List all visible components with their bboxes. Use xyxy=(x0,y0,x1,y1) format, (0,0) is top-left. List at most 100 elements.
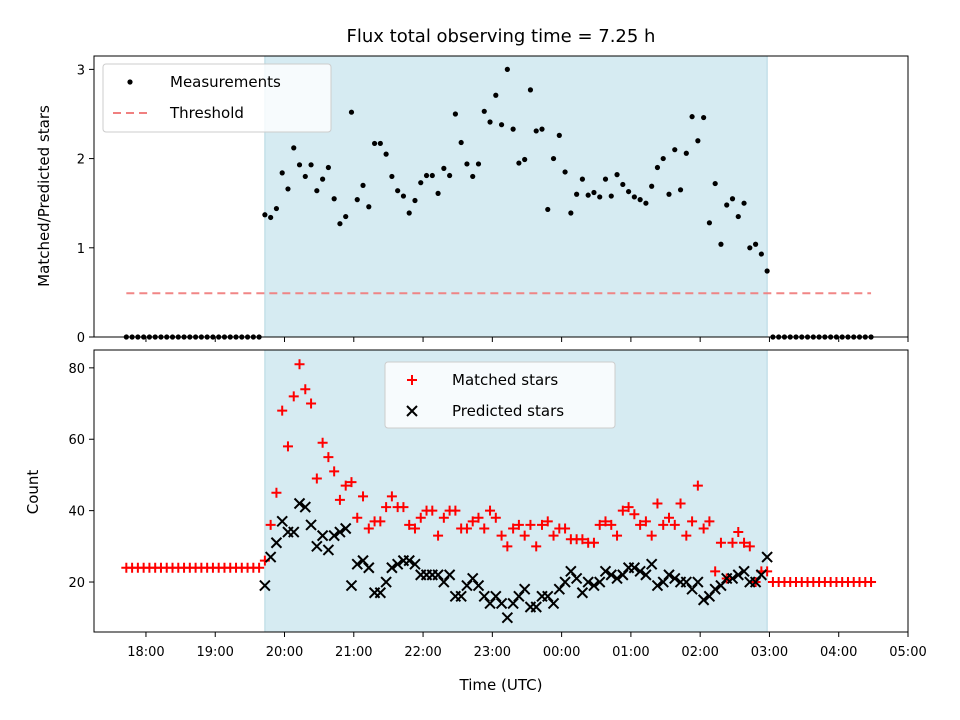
data-point xyxy=(395,188,401,194)
data-point xyxy=(254,562,265,573)
data-point xyxy=(475,161,482,167)
data-point xyxy=(458,139,464,146)
data-point xyxy=(683,150,689,156)
data-point xyxy=(735,213,741,220)
data-point xyxy=(675,498,686,509)
data-point xyxy=(389,173,395,180)
data-point xyxy=(629,509,640,520)
data-point xyxy=(518,583,531,595)
legend: Measurements Threshold xyxy=(102,63,332,133)
y-axis-label-ratio: Matched/Predicted stars xyxy=(35,105,53,287)
legend-label: Threshold xyxy=(169,104,244,122)
data-point xyxy=(316,529,329,542)
data-point xyxy=(744,541,755,552)
data-point xyxy=(576,587,589,599)
data-point xyxy=(695,138,701,144)
data-point xyxy=(443,569,456,581)
data-point xyxy=(363,523,374,534)
data-point xyxy=(302,173,308,180)
data-point xyxy=(352,512,363,523)
data-point xyxy=(620,181,626,188)
data-point xyxy=(692,576,704,588)
data-point xyxy=(354,197,360,203)
data-point xyxy=(689,114,695,120)
data-point xyxy=(464,161,470,167)
observing-window-band xyxy=(264,55,768,338)
y-tick-label: 0 xyxy=(77,331,85,346)
legend-marker-dot xyxy=(127,79,133,85)
series-1 xyxy=(259,497,773,624)
data-point xyxy=(339,522,352,535)
data-point xyxy=(495,597,508,610)
data-point xyxy=(447,172,453,179)
data-point xyxy=(282,441,293,452)
data-point xyxy=(663,569,675,581)
data-point xyxy=(536,519,547,530)
data-point xyxy=(672,147,678,153)
y-tick-label: 2 xyxy=(77,153,85,168)
data-point xyxy=(450,505,461,516)
data-point xyxy=(322,544,335,556)
data-point xyxy=(496,530,507,541)
data-point xyxy=(358,491,369,502)
data-point xyxy=(406,210,412,216)
data-point xyxy=(649,183,655,189)
data-point xyxy=(591,189,597,196)
data-point xyxy=(663,512,674,523)
data-point xyxy=(741,200,747,206)
y-tick-label: 1 xyxy=(77,242,85,257)
data-point xyxy=(510,126,516,132)
data-point xyxy=(687,516,698,527)
data-point xyxy=(400,193,407,199)
x-tick-label: 21:00 xyxy=(335,645,372,660)
data-point xyxy=(709,583,721,595)
data-point xyxy=(727,537,738,548)
data-point xyxy=(293,497,306,510)
data-point xyxy=(438,512,449,523)
x-tick-label: 04:00 xyxy=(820,645,857,660)
data-point xyxy=(588,579,600,592)
data-point xyxy=(502,541,513,552)
y-tick-label: 40 xyxy=(68,505,85,520)
data-point xyxy=(404,519,415,530)
legend-marker-plus xyxy=(407,375,417,385)
data-point xyxy=(539,126,545,132)
chart-title: Flux total observing time = 7.25 h xyxy=(347,26,656,47)
data-point xyxy=(623,502,634,513)
y-axis-label-count: Count xyxy=(24,470,42,515)
data-point xyxy=(758,251,764,257)
axes-frame xyxy=(93,349,909,633)
data-point xyxy=(545,206,551,213)
data-point xyxy=(276,515,288,528)
data-point xyxy=(296,162,303,168)
data-point xyxy=(739,537,750,548)
data-point xyxy=(594,519,605,530)
data-point xyxy=(294,359,305,370)
data-point xyxy=(323,452,334,463)
data-point xyxy=(366,204,372,210)
data-point xyxy=(533,128,539,134)
data-point xyxy=(334,494,345,505)
data-point xyxy=(631,194,637,200)
data-point xyxy=(461,523,472,534)
data-point xyxy=(562,169,568,175)
data-point xyxy=(383,151,389,157)
data-point xyxy=(363,562,375,574)
legend: Matched stars Predicted stars xyxy=(384,361,616,429)
panel-ratio: 0 1 2 3 Measurements Threshold xyxy=(77,55,909,346)
x-tick-label: 22:00 xyxy=(404,645,441,660)
data-point xyxy=(374,587,387,599)
data-point xyxy=(331,196,337,202)
data-point xyxy=(660,155,666,162)
data-point xyxy=(634,565,646,578)
data-point xyxy=(345,579,358,592)
data-point xyxy=(605,569,617,581)
data-point xyxy=(617,505,628,516)
data-point xyxy=(640,569,652,581)
data-point xyxy=(479,523,490,534)
data-point xyxy=(308,162,314,168)
data-point xyxy=(646,530,657,541)
data-point xyxy=(418,180,424,186)
data-point xyxy=(481,108,487,114)
data-point xyxy=(681,530,692,541)
